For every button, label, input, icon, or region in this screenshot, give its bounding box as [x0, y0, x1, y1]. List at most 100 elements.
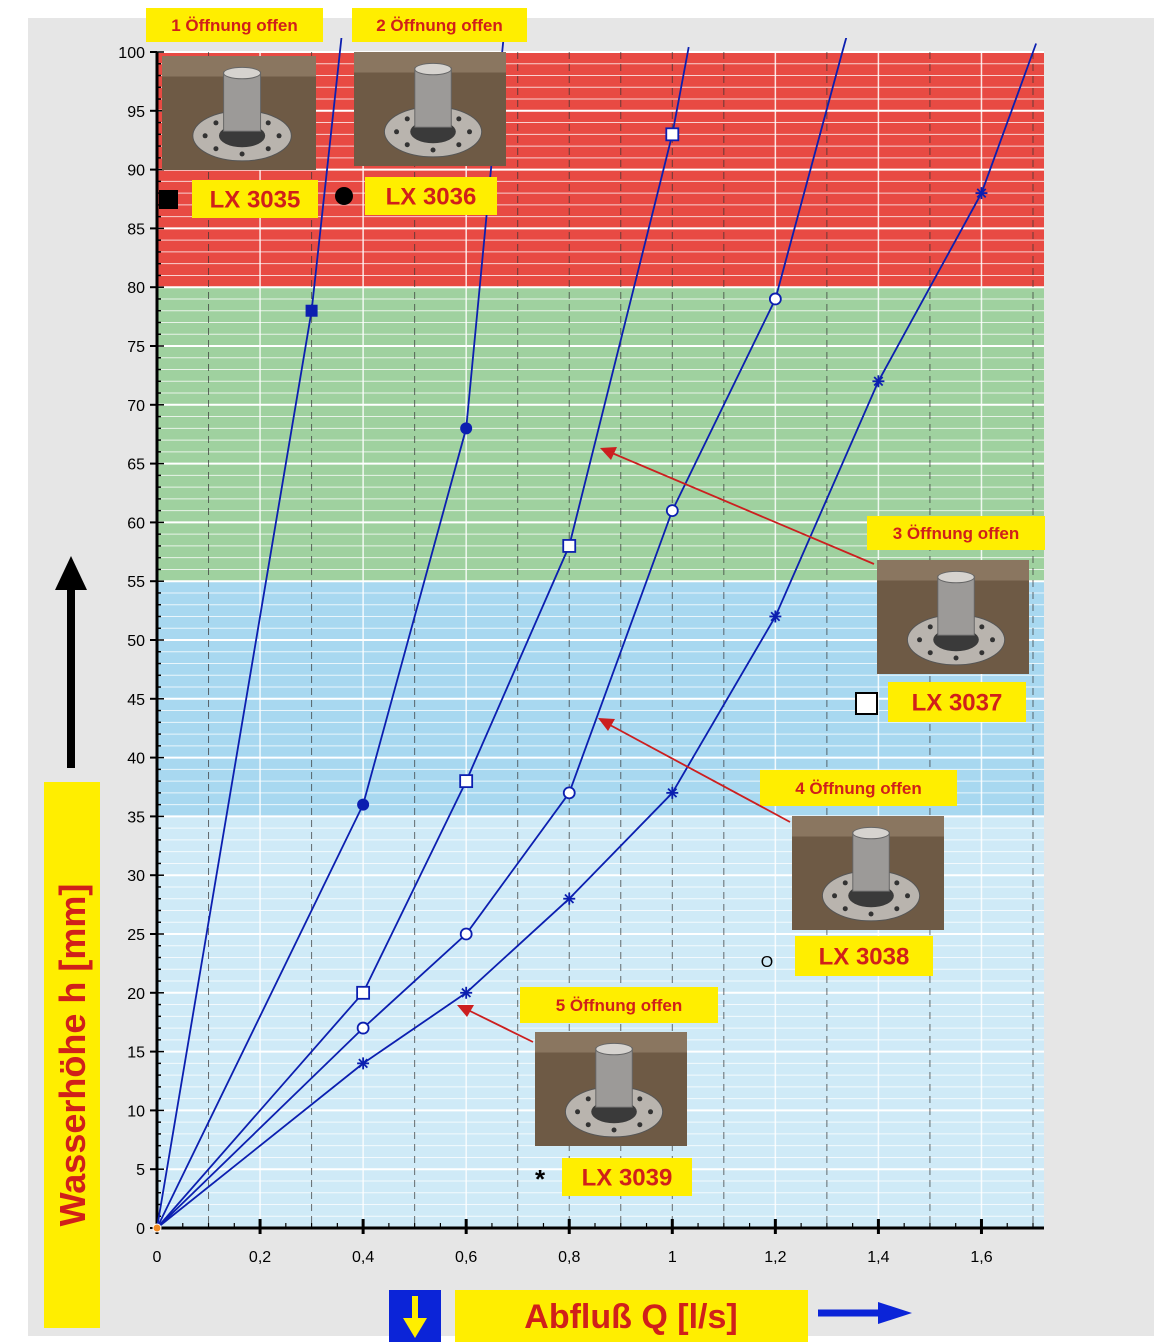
flange-bolt	[637, 1122, 643, 1128]
x-tick-label: 0,6	[455, 1249, 477, 1266]
flange-bolt	[213, 146, 219, 152]
opening-label-4-text: 4 Öffnung offen	[795, 779, 922, 798]
marker-filled-circle	[357, 798, 370, 811]
photo-top	[792, 816, 944, 837]
pointer-head-4	[598, 718, 615, 731]
series-layer	[152, 38, 1037, 1233]
flange-bolt	[265, 146, 271, 152]
opening-label-2: 2 Öffnung offen	[352, 8, 527, 42]
opening-label-2-text: 2 Öffnung offen	[376, 16, 503, 35]
y-tick-label: 90	[127, 163, 145, 180]
product-tag-lx3039: LX 3039	[562, 1158, 692, 1196]
series-line	[156, 38, 343, 1229]
y-tick-label: 60	[127, 515, 145, 532]
x-tick-label: 0,2	[249, 1249, 271, 1266]
flange-bolt	[927, 650, 933, 656]
y-tick-label: 0	[136, 1221, 145, 1238]
flange-bolt	[202, 133, 208, 139]
opening-label-4: 4 Öffnung offen	[760, 770, 957, 806]
x-tick-label: 0,8	[558, 1249, 580, 1266]
pipe	[937, 575, 975, 636]
down-arrow-head	[403, 1318, 427, 1338]
axes: 0510152025303540455055606570758085909510…	[118, 45, 1044, 1266]
marker-asterisk	[872, 375, 885, 388]
marker-asterisk	[460, 986, 473, 999]
photo-top	[162, 56, 316, 77]
marker-filled-circle	[460, 422, 473, 435]
photo-top	[354, 52, 506, 73]
product-tag-lx3036: LX 3036	[365, 177, 497, 215]
x-axis-label: Abfluß Q [l/s]	[524, 1298, 737, 1336]
product-tag-lx3035-box	[192, 180, 318, 218]
marker-open-square	[356, 985, 371, 1000]
flange-bolt	[575, 1109, 581, 1115]
pointer-line-3	[611, 452, 875, 565]
marker-filled-square	[305, 304, 318, 317]
flange-bolt	[467, 129, 473, 135]
photo-5	[535, 1032, 687, 1146]
marker-asterisk	[769, 610, 782, 623]
origin-marker	[152, 1223, 162, 1233]
flange-bolt	[239, 151, 245, 157]
flange-bolt	[979, 650, 985, 656]
product-tag-lx3036-text: LX 3036	[386, 184, 477, 211]
flange-bolt	[276, 133, 282, 139]
marker-asterisk	[975, 187, 988, 200]
flange-bolt	[404, 142, 410, 148]
pointer-line-5	[469, 1010, 534, 1043]
x-tick-label: 1,4	[867, 1249, 889, 1266]
opening-label-1-box	[146, 8, 323, 42]
asterisk-stroke	[667, 788, 678, 798]
product-tag-lx3039-text: LX 3039	[582, 1165, 673, 1192]
pipe-top	[852, 826, 890, 840]
legend-symbol-lx3036	[335, 187, 353, 205]
legend-symbol-lx3038: O	[761, 954, 773, 971]
opening-label-3-box	[867, 516, 1045, 550]
flange-bolt	[990, 637, 996, 643]
marker-open-square	[562, 539, 577, 553]
product-tag-lx3035: LX 3035	[192, 180, 318, 218]
flange-bolt	[842, 880, 848, 886]
photo-top	[535, 1032, 687, 1053]
y-tick-label: 40	[127, 751, 145, 768]
flange-bolt	[927, 624, 933, 630]
pipe	[223, 71, 262, 132]
pipe-top	[414, 62, 452, 76]
marker-open-square	[459, 774, 474, 789]
marker-open-circle	[768, 292, 782, 306]
series-line	[156, 38, 848, 1229]
series-lx-3039	[156, 43, 1037, 1229]
marker-open-circle	[562, 786, 576, 800]
photo-4	[792, 816, 944, 930]
product-tag-lx3036-box	[365, 177, 497, 215]
flange-bolt	[917, 637, 923, 643]
y-tick-label: 85	[127, 221, 145, 238]
asterisk-stroke	[976, 188, 987, 198]
product-tag-lx3038: LX 3038	[795, 936, 933, 976]
opening-label-2-box	[352, 8, 527, 42]
flange-bolt	[894, 906, 900, 912]
y-tick-label: 30	[127, 868, 145, 885]
flange-bolt	[979, 624, 985, 630]
opening-label-5-box	[520, 987, 718, 1023]
y-tick-label: 20	[127, 986, 145, 1003]
y-tick-label: 80	[127, 280, 145, 297]
x-tick-label: 0	[153, 1249, 162, 1266]
marker-asterisk	[563, 892, 576, 905]
flange-bolt	[456, 116, 462, 122]
flange-bolt	[868, 911, 874, 917]
y-tick-label: 95	[127, 104, 145, 121]
opening-label-4-box	[760, 770, 957, 806]
product-tag-lx3038-box	[795, 936, 933, 976]
y-tick-label: 55	[127, 574, 145, 591]
x-tick-label: 1,6	[970, 1249, 992, 1266]
series-lx-3035	[156, 38, 343, 1229]
product-tag-lx3037: LX 3037	[888, 682, 1026, 722]
pipe-top	[937, 570, 975, 584]
pointer-line-4	[609, 724, 791, 823]
y-tick-label: 65	[127, 457, 145, 474]
photo-1	[162, 56, 316, 170]
flange-bolt	[456, 142, 462, 148]
opening-label-5-text: 5 Öffnung offen	[556, 996, 683, 1015]
pipe-top	[223, 66, 262, 80]
